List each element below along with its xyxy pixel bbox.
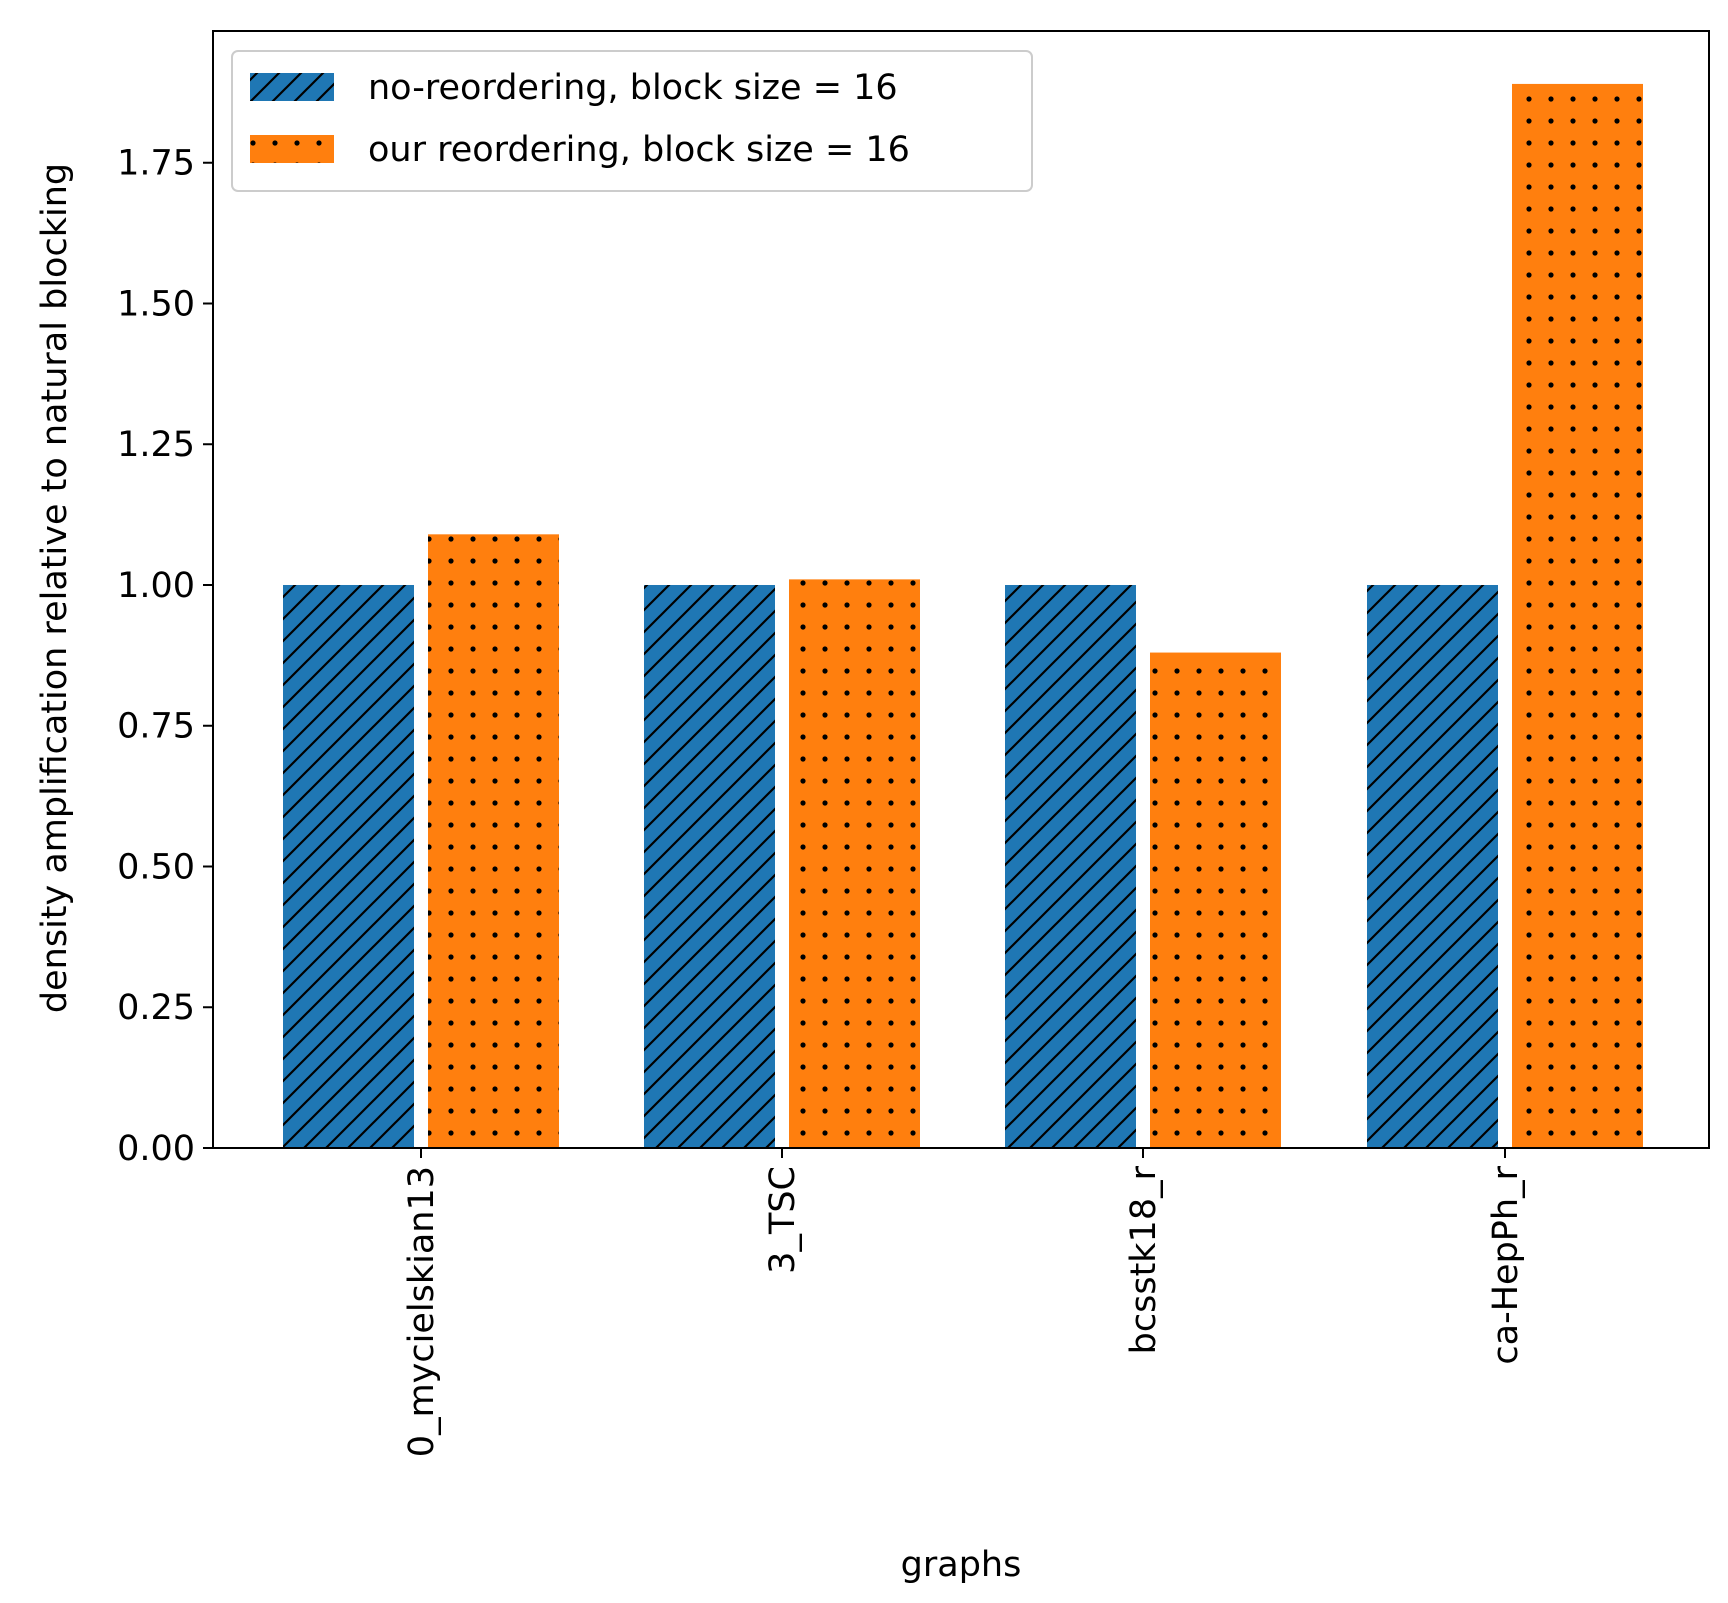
legend-frame	[231, 50, 1033, 192]
x-axis-label: graphs	[901, 1545, 1022, 1585]
legend-swatch-our-reordering	[250, 135, 334, 163]
y-tick-label: 0.75	[117, 707, 195, 747]
legend-label-no-reordering: no-reordering, block size = 16	[368, 68, 898, 108]
axis-ticks: 0_mycielskian13 3_TSC bcsstk18_r ca-HepPh_r…	[117, 144, 1526, 1457]
bar-no-reordering-bcsstk18_r	[1005, 584, 1136, 1148]
legend-label-our-reordering: our reordering, block size = 16	[368, 130, 910, 170]
y-axis-label: density amplification relative to natura…	[35, 163, 75, 1013]
bar-our-reordering-bcsstk18_r	[1150, 652, 1281, 1148]
bar-no-reordering-ca-HepPh_r	[1367, 584, 1498, 1148]
x-tick-label: 3_TSC	[763, 1166, 803, 1274]
bar-our-reordering-ca-HepPh_r	[1512, 83, 1643, 1148]
x-tick-label: bcsstk18_r	[1124, 1165, 1164, 1354]
y-tick-label: 1.00	[117, 566, 195, 606]
plot-frame	[212, 30, 1710, 1149]
bar-no-reordering-0_mycielskian13	[283, 584, 414, 1148]
bar-our-reordering-3_TSC	[789, 579, 920, 1148]
y-tick-label: 1.50	[117, 284, 195, 324]
y-tick-label: 1.25	[117, 425, 195, 465]
y-tick-label: 0.00	[117, 1129, 195, 1169]
y-tick-label: 1.75	[117, 144, 195, 184]
bars	[283, 83, 1643, 1148]
bar-no-reordering-3_TSC	[644, 584, 775, 1148]
legend: no-reordering, block size = 16 our reord…	[231, 50, 1033, 192]
bar-our-reordering-0_mycielskian13	[428, 534, 559, 1148]
y-tick-label: 0.50	[117, 847, 195, 887]
y-tick-label: 0.25	[117, 988, 195, 1028]
x-tick-label: ca-HepPh_r	[1486, 1165, 1526, 1364]
x-tick-label: 0_mycielskian13	[402, 1166, 442, 1457]
legend-swatch-no-reordering	[250, 73, 334, 101]
